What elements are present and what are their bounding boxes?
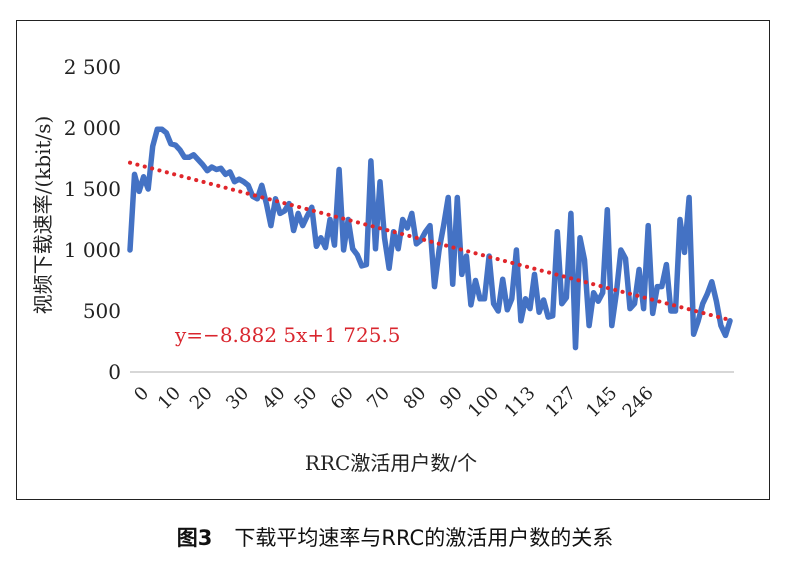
x-tick-label: 10 bbox=[154, 383, 185, 414]
figure-caption: 图3 下载平均速率与RRC的激活用户数的关系 bbox=[0, 522, 790, 552]
figure-caption-text: 下载平均速率与RRC的激活用户数的关系 bbox=[234, 526, 614, 550]
series-layer bbox=[127, 126, 733, 351]
x-tick-label: 145 bbox=[582, 383, 621, 422]
x-tick-label: 70 bbox=[363, 383, 394, 414]
x-tick-label: 90 bbox=[436, 383, 467, 414]
y-tick-label: 1 500 bbox=[64, 177, 121, 201]
y-tick-label: 0 bbox=[108, 360, 121, 384]
x-tick-label: 50 bbox=[290, 383, 321, 414]
x-tick-label: 0 bbox=[130, 383, 153, 406]
x-tick-label: 60 bbox=[327, 383, 358, 414]
x-tick-label: 127 bbox=[541, 383, 580, 422]
y-tick-label: 500 bbox=[83, 299, 121, 323]
x-tick-label: 246 bbox=[619, 383, 658, 422]
x-axis-title: RRC激活用户数/个 bbox=[305, 451, 477, 475]
trendline-layer bbox=[128, 160, 732, 323]
x-tick-label: 40 bbox=[258, 383, 289, 414]
trendline bbox=[128, 160, 732, 323]
chart-frame bbox=[16, 20, 770, 500]
series-line bbox=[127, 126, 733, 351]
x-tick-label: 113 bbox=[500, 383, 539, 422]
x-tick-label: 100 bbox=[464, 383, 503, 422]
x-tick-label: 80 bbox=[399, 383, 430, 414]
y-axis-title: 视频下载速率/(kbit/s) bbox=[31, 116, 55, 315]
y-tick-label: 2 500 bbox=[64, 55, 121, 79]
trendline-equation: y=−8.882 5x+1 725.5 bbox=[174, 323, 401, 347]
x-tick-label: 30 bbox=[222, 383, 253, 414]
x-tick-label: 20 bbox=[186, 383, 217, 414]
y-tick-label: 1 000 bbox=[64, 238, 121, 262]
y-tick-label: 2 000 bbox=[64, 116, 121, 140]
figure-number: 图3 bbox=[176, 526, 213, 550]
